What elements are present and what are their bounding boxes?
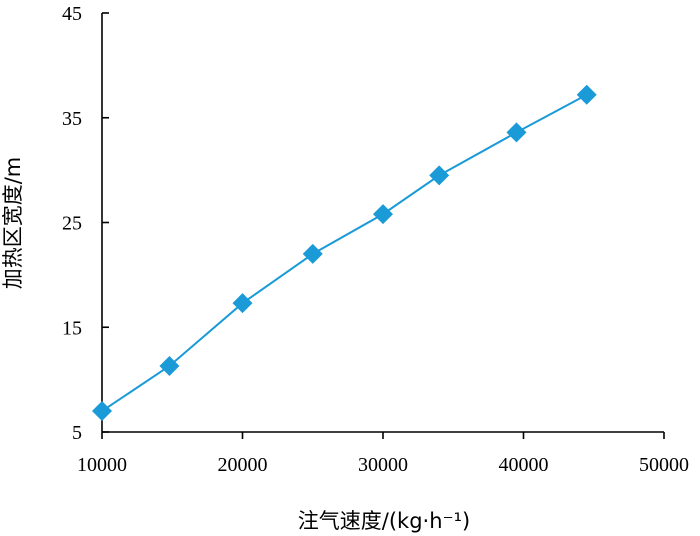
x-tick-label: 40000 <box>499 454 549 476</box>
data-point-marker <box>92 401 112 422</box>
x-ticks: 10000 20000 30000 40000 50000 <box>77 432 689 476</box>
y-tick-label: 35 <box>62 108 82 130</box>
y-ticks: 5 15 25 35 45 <box>62 3 109 444</box>
x-tick-label: 30000 <box>358 454 408 476</box>
x-tick-label: 50000 <box>639 454 689 476</box>
data-point-marker <box>506 122 527 143</box>
x-axis-title: 注气速度/(kg·h⁻¹) <box>298 509 470 533</box>
y-axis-title: 加热区宽度/m <box>1 157 25 290</box>
data-point-marker <box>429 165 450 186</box>
data-point-marker <box>159 356 180 377</box>
x-tick-label: 20000 <box>218 454 268 476</box>
data-point-marker <box>576 84 597 105</box>
x-tick-label: 10000 <box>77 454 127 476</box>
y-tick-label: 5 <box>72 422 82 444</box>
series <box>92 84 597 422</box>
y-tick-label: 15 <box>62 317 82 339</box>
y-tick-label: 25 <box>62 213 82 235</box>
data-point-marker <box>373 204 393 225</box>
series-line <box>101 93 588 412</box>
data-point-marker <box>302 243 323 264</box>
data-point-marker <box>232 293 253 314</box>
y-tick-label: 45 <box>62 3 82 25</box>
